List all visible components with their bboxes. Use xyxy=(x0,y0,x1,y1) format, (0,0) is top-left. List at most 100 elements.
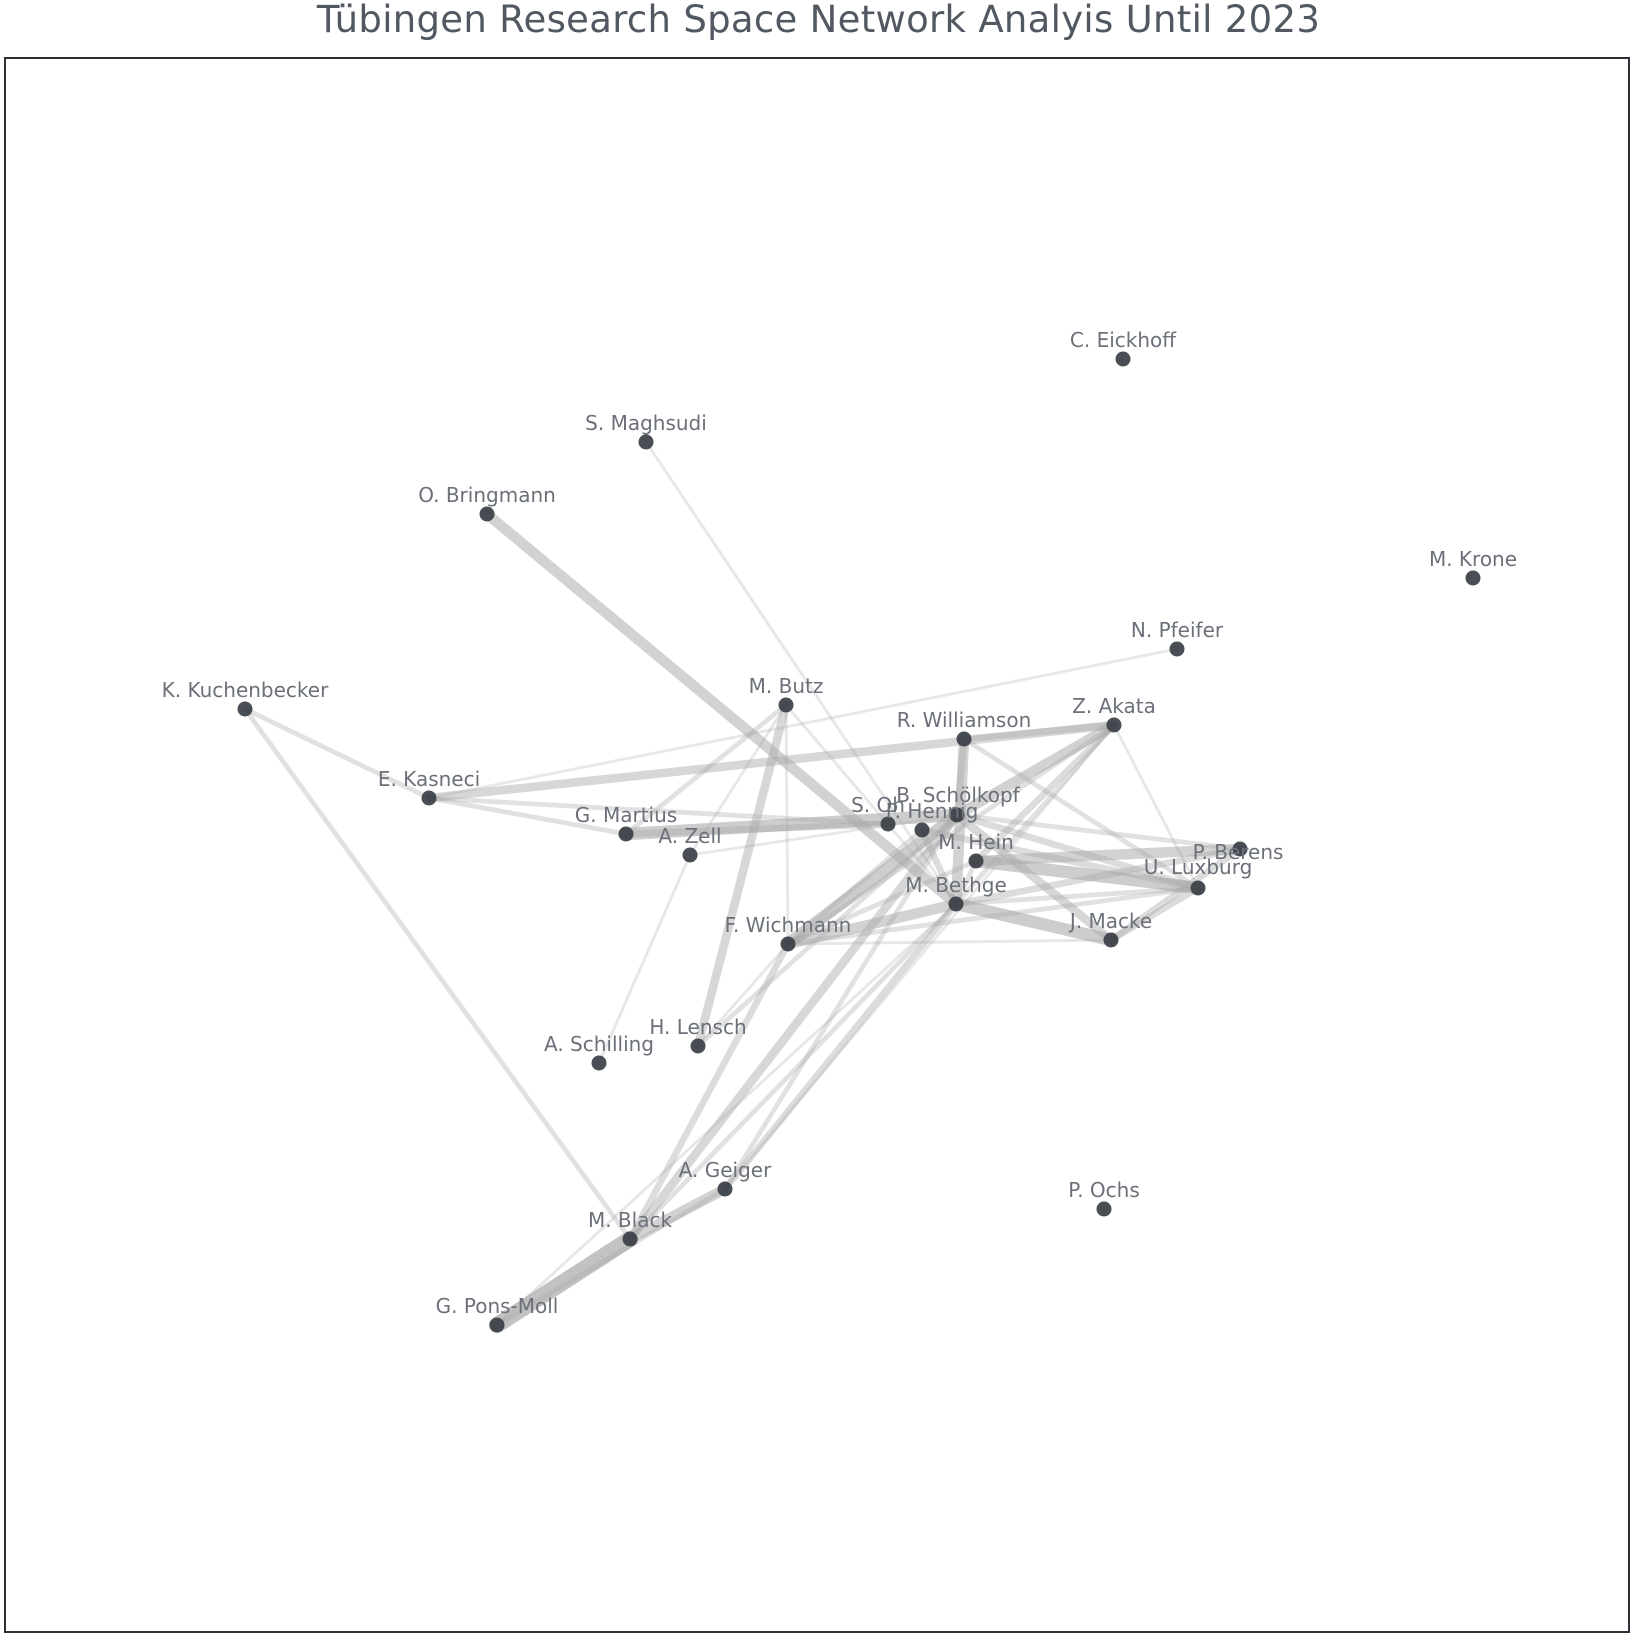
node-label-g_pons_moll: G. Pons-Moll xyxy=(436,1294,559,1318)
edge-m_hein-u_luxburg xyxy=(969,854,1205,895)
node-h_lensch[interactable] xyxy=(690,1038,706,1054)
edge-m_bethge-u_luxburg xyxy=(953,885,1201,907)
edge-b_scholkopf-j_macke xyxy=(952,810,1116,945)
node-f_wichmann[interactable] xyxy=(780,936,796,952)
edge-a_zell-b_scholkopf xyxy=(688,813,959,857)
edge-j_macke-f_wichmann xyxy=(786,938,1113,946)
edge-a_zell-a_schilling xyxy=(597,853,692,1065)
edge-k_kuchenbecker-m_black xyxy=(242,706,633,1242)
edge-z_akata-m_bethge xyxy=(953,722,1117,907)
edge-m_bethge-f_wichmann xyxy=(782,898,962,950)
edge-f_wichmann-u_luxburg xyxy=(785,885,1201,947)
node-u_luxburg[interactable] xyxy=(1190,880,1206,896)
edge-j_macke-p_berens xyxy=(1107,845,1244,944)
node-label-j_macke: J. Macke xyxy=(1068,909,1152,933)
node-b_scholkopf[interactable] xyxy=(949,807,965,823)
node-a_geiger[interactable] xyxy=(717,1181,733,1197)
edge-z_akata-u_luxburg xyxy=(1112,723,1200,890)
chart-title: Tübingen Research Space Network Analyis … xyxy=(316,0,1321,41)
edge-m_black-g_pons_moll xyxy=(488,1230,639,1334)
node-n_pfeifer[interactable] xyxy=(1169,641,1185,657)
node-e_kasneci[interactable] xyxy=(421,790,437,806)
edge-p_hennig-m_bethge xyxy=(918,826,960,908)
node-label-k_kuchenbecker: K. Kuchenbecker xyxy=(162,678,329,702)
node-p_hennig[interactable] xyxy=(914,822,930,838)
node-label-a_schilling: A. Schilling xyxy=(544,1032,654,1056)
node-m_bethge[interactable] xyxy=(948,896,964,912)
node-label-c_eickhoff: C. Eickhoff xyxy=(1070,328,1177,352)
node-label-a_geiger: A. Geiger xyxy=(679,1158,772,1182)
edge-f_wichmann-h_lensch xyxy=(696,942,790,1048)
node-label-r_williamson: R. Williamson xyxy=(897,708,1032,732)
labels-layer: C. Eickhoff S. Maghsudi O. Bringmann M. Kro… xyxy=(162,328,1517,1318)
node-s_oh[interactable] xyxy=(880,816,896,832)
edge-r_williamson-b_scholkopf xyxy=(953,735,968,819)
edge-s_maghsudi-m_bethge xyxy=(644,440,958,906)
node-m_hein[interactable] xyxy=(968,853,984,869)
edge-m_butz-m_bethge xyxy=(784,703,958,906)
node-j_macke[interactable] xyxy=(1103,932,1119,948)
edge-e_kasneci-n_pfeifer xyxy=(427,647,1179,800)
node-a_zell[interactable] xyxy=(682,847,698,863)
node-p_ochs[interactable] xyxy=(1096,1201,1112,1217)
edge-z_akata-b_scholkopf xyxy=(951,719,1120,821)
edge-b_scholkopf-f_wichmann xyxy=(781,808,964,951)
node-o_bringmann[interactable] xyxy=(479,506,495,522)
node-label-b_scholkopf: B. Schölkopf xyxy=(896,783,1020,807)
edge-m_black-f_wichmann xyxy=(626,940,792,1243)
node-m_krone[interactable] xyxy=(1465,570,1481,586)
node-k_kuchenbecker[interactable] xyxy=(237,701,253,717)
node-label-m_black: M. Black xyxy=(588,1208,673,1232)
node-g_pons_moll[interactable] xyxy=(489,1317,505,1333)
node-label-f_wichmann: F. Wichmann xyxy=(725,913,852,937)
edge-a_zell-m_butz xyxy=(688,703,788,857)
node-g_martius[interactable] xyxy=(618,826,634,842)
edge-z_akata-r_williamson xyxy=(960,721,1118,743)
node-label-g_martius: G. Martius xyxy=(575,803,677,827)
edge-m_butz-h_lensch xyxy=(693,700,791,1051)
node-label-h_lensch: H. Lensch xyxy=(649,1015,746,1039)
node-label-p_ochs: P. Ochs xyxy=(1068,1178,1140,1202)
node-label-s_maghsudi: S. Maghsudi xyxy=(585,411,707,435)
edge-g_martius-m_butz xyxy=(623,702,789,837)
nodes-layer xyxy=(237,351,1481,1333)
edge-k_kuchenbecker-e_kasneci xyxy=(242,706,432,801)
edge-z_akata-a_geiger xyxy=(723,723,1116,1191)
node-p_berens[interactable] xyxy=(1232,841,1248,857)
edge-b_scholkopf-m_black xyxy=(625,810,962,1244)
edge-r_williamson-u_luxburg xyxy=(961,736,1201,891)
edge-m_bethge-g_pons_moll xyxy=(495,902,958,1327)
edge-z_akata-m_hein xyxy=(972,721,1118,865)
node-label-z_akata: Z. Akata xyxy=(1072,694,1156,718)
edge-m_hein-f_wichmann xyxy=(785,858,979,947)
edge-b_scholkopf-a_geiger xyxy=(722,812,960,1192)
edge-m_bethge-p_berens xyxy=(952,845,1244,908)
node-z_akata[interactable] xyxy=(1106,717,1122,733)
node-a_schilling[interactable] xyxy=(591,1055,607,1071)
edge-j_macke-u_luxburg xyxy=(1107,884,1202,944)
node-label-p_hennig: P. Hennig xyxy=(886,799,979,823)
node-s_maghsudi[interactable] xyxy=(638,434,654,450)
edge-e_kasneci-g_martius xyxy=(426,795,629,837)
edge-o_bringmann-m_bethge xyxy=(481,508,962,910)
edge-e_kasneci-z_akata xyxy=(424,720,1119,803)
node-label-m_bethge: M. Bethge xyxy=(905,873,1007,897)
node-label-a_zell: A. Zell xyxy=(658,824,721,848)
node-label-e_kasneci: E. Kasneci xyxy=(378,767,480,791)
node-label-p_berens: P. Berens xyxy=(1193,840,1284,864)
node-label-s_oh: S. Oh xyxy=(851,793,905,817)
node-label-u_luxburg: U. Luxburg xyxy=(1144,855,1253,879)
node-m_black[interactable] xyxy=(622,1231,638,1247)
edges-layer xyxy=(242,440,1246,1334)
edge-g_martius-b_scholkopf xyxy=(619,808,964,841)
plot-frame xyxy=(4,57,1630,1633)
node-c_eickhoff[interactable] xyxy=(1115,351,1131,367)
node-label-m_butz: M. Butz xyxy=(749,674,824,698)
edge-m_bethge-a_geiger xyxy=(721,900,960,1193)
edge-m_bethge-j_macke xyxy=(949,897,1118,947)
edge-m_bethge-m_black xyxy=(627,901,959,1242)
node-label-m_hein: M. Hein xyxy=(938,830,1014,854)
node-r_williamson[interactable] xyxy=(956,731,972,747)
node-m_butz[interactable] xyxy=(778,697,794,713)
